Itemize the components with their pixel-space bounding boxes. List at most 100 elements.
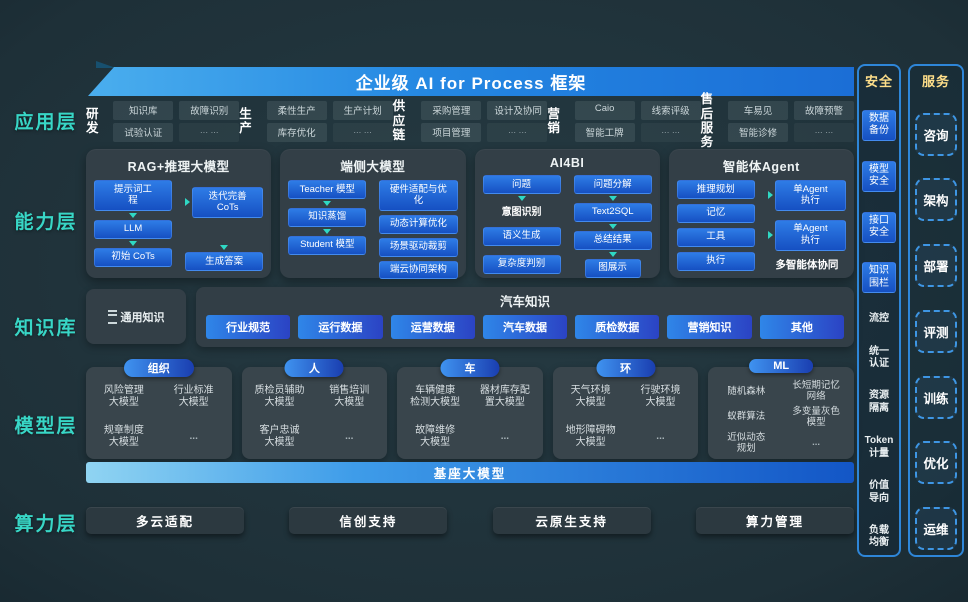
application-layer-row: 研发 知识库 故障识别 试验认证 ... ... 生产 柔性生产 生产计划 库存… [86, 92, 854, 149]
panel-rag-reasoning: RAG+推理大模型 提示词工 程 LLM 初始 CoTs 迭代完善 CoTs [86, 149, 272, 278]
app-chip: 柔性生产 [266, 100, 327, 120]
model-group-vehicle: 车 车辆健康 检测大模型 器材库存配 置大模型 故障维修 大模型 ... [397, 359, 543, 459]
model-group-ml: ML 随机森林 长短期记忆 网络 蚁群算法 多变量灰色 模型 近似动态 规划 .… [708, 359, 854, 459]
panel-title: 智能体Agent [722, 160, 800, 174]
arrow-right-icon [185, 198, 191, 207]
compute-item: 多云适配 [86, 507, 244, 534]
flow-chip: 复杂度判别 [482, 254, 561, 274]
compute-layer-row: 多云适配 信创支持 云原生支持 算力管理 [86, 507, 854, 534]
flow-chip: 总结结果 [573, 230, 652, 250]
service-item: 咨询 [915, 112, 957, 156]
service-item: 优化 [915, 441, 957, 485]
model-group-pill: 人 [284, 359, 344, 377]
agent-chip: 记忆 [676, 203, 755, 223]
app-chip-more: ... ... [793, 122, 854, 142]
flow-chip: 生成答案 [185, 252, 264, 271]
model-item: 销售培训 大模型 [329, 385, 370, 409]
arrow-down-icon [517, 195, 526, 201]
app-chip: 生产计划 [332, 100, 393, 120]
knowledge-chip: 运行数据 [298, 315, 383, 339]
model-item-more: ... [812, 437, 821, 449]
model-item-more: ... [189, 430, 198, 442]
app-chip: 设计及协同 [487, 100, 548, 120]
flow-chip: 初始 CoTs [94, 247, 173, 267]
agent-exec-chip: 单Agent 执行 [774, 180, 846, 211]
security-chip: 数据 备份 [862, 109, 896, 141]
ai4bi-right-flow: 问题分解 Text2SQL 总结结果 图展示 [573, 175, 652, 278]
app-cells-production: 柔性生产 生产计划 库存优化 ... ... [266, 100, 393, 142]
arrow-down-icon [129, 240, 138, 246]
model-group-pill: 组织 [123, 359, 194, 377]
arrow-down-icon [323, 200, 332, 206]
list-chip: 硬件适配与优 化 [379, 180, 458, 211]
panel-title: 端侧大模型 [340, 160, 406, 174]
agent-right-list: 单Agent 执行 单Agent 执行 多智能体协同 [767, 180, 846, 272]
title-banner: 企业级 AI for Process 框架 [88, 67, 854, 96]
model-item: 车辆健康 检测大模型 [410, 385, 461, 409]
flow-chip: 图展示 [584, 258, 641, 278]
app-cells-supply-chain: 采购管理 设计及协同 项目管理 ... ... [421, 100, 548, 142]
flow-chip: 问题 [482, 175, 561, 194]
app-group-label-after-sales: 售后 服务 [700, 92, 714, 150]
flow-chip: 语义生成 [482, 226, 561, 246]
automotive-knowledge-panel: 汽车知识 行业规范 运行数据 运营数据 汽车数据 质检数据 营销知识 其他 [196, 287, 854, 347]
app-chip: 故障识别 [179, 100, 240, 120]
app-chip: 库存优化 [266, 122, 327, 142]
arrow-down-icon [323, 228, 332, 234]
model-layer-row: 组织 风险管理 大模型 行业标准 大模型 规章制度 大模型 ... 人 质检员辅… [86, 359, 854, 459]
model-item: 故障维修 大模型 [415, 424, 456, 448]
service-item: 训练 [915, 375, 957, 419]
security-column-title: 安全 [864, 74, 893, 89]
app-chip-more: ... ... [179, 122, 240, 142]
model-group-environment: 环 天气环境 大模型 行驶环境 大模型 地形障碍物 大模型 ... [552, 359, 699, 459]
arrow-right-icon [767, 191, 773, 200]
page-title: 企业级 AI for Process 框架 [355, 74, 587, 93]
model-group-people: 人 质检员辅助 大模型 销售培训 大模型 客户忠诚 大模型 ... [241, 359, 388, 459]
knowledge-chip: 其他 [759, 315, 844, 339]
flow-chip: 提示词工 程 [94, 180, 173, 211]
model-item: 长短期记忆 网络 [792, 380, 840, 403]
app-group-production: 生产 柔性生产 生产计划 库存优化 ... ... [239, 100, 393, 142]
app-group-label-production: 生产 [239, 106, 252, 135]
app-chip-more: ... ... [487, 122, 548, 142]
arrow-right-icon [767, 231, 773, 240]
app-group-label-rd: 研发 [86, 106, 99, 135]
book-icon [107, 309, 117, 324]
security-item: 资源 隔离 [869, 390, 889, 414]
arrow-down-icon [220, 245, 229, 251]
model-item: 地形障碍物 大模型 [565, 424, 616, 448]
app-chip: 故障预警 [793, 100, 854, 120]
app-chip: 线索评级 [640, 100, 701, 120]
app-group-rd: 研发 知识库 故障识别 试验认证 ... ... [86, 100, 240, 142]
flow-chip: Text2SQL [573, 202, 652, 222]
flow-chip: LLM [94, 219, 173, 239]
layer-label-capability: 能力层 [14, 212, 78, 233]
model-item: 器材库存配 置大模型 [479, 385, 530, 409]
layer-label-knowledge: 知识库 [14, 318, 78, 339]
automotive-knowledge-title: 汽车知识 [499, 295, 550, 309]
agent-chip: 推理规划 [676, 180, 755, 199]
service-item: 评测 [915, 309, 957, 353]
security-item: 流控 [869, 313, 889, 325]
knowledge-chip: 汽车数据 [482, 315, 568, 339]
panel-title: AI4BI [549, 156, 585, 170]
agent-left-list: 推理规划 记忆 工具 执行 [676, 180, 755, 272]
general-knowledge-box: 通用知识 [86, 289, 186, 344]
app-chip: 车易见 [727, 100, 788, 120]
model-item: 随机森林 [727, 385, 766, 397]
multi-agent-label: 多智能体协同 [775, 258, 839, 271]
model-item: 多变量灰色 模型 [792, 405, 840, 429]
banner-fold-decoration [96, 61, 116, 68]
list-chip: 场景驱动裁剪 [379, 237, 458, 257]
app-group-label-supply-chain: 供应 链 [392, 99, 406, 143]
knowledge-chip-row: 行业规范 运行数据 运营数据 汽车数据 质检数据 营销知识 其他 [196, 310, 854, 339]
foundation-model-bar: 基座大模型 [86, 462, 854, 483]
model-item: 蚁群算法 [727, 411, 766, 423]
flow-chip: Teacher 模型 [288, 180, 367, 199]
knowledge-chip: 质检数据 [575, 315, 660, 339]
security-item: Token 计量 [864, 435, 894, 459]
flow-chip: 问题分解 [573, 175, 652, 194]
security-chip: 模型 安全 [862, 160, 896, 192]
app-group-label-marketing: 营销 [547, 106, 560, 135]
